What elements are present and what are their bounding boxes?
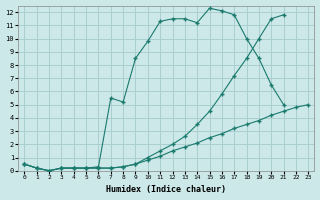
X-axis label: Humidex (Indice chaleur): Humidex (Indice chaleur) (106, 185, 226, 194)
